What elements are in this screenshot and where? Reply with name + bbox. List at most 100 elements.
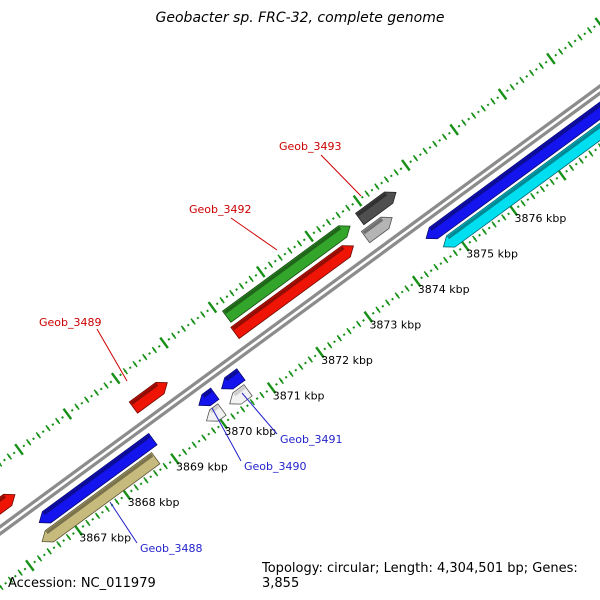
ruler-dot xyxy=(206,309,209,313)
ruler-dot xyxy=(42,553,46,557)
ruler-dot xyxy=(399,167,403,171)
ruler-tick-minor xyxy=(481,228,488,235)
ruler-dot xyxy=(80,401,84,405)
ruler-tick-major xyxy=(266,381,277,394)
ruler-tick-minor xyxy=(288,370,294,377)
ruler-dot xyxy=(129,489,133,493)
ruler-tick-minor xyxy=(25,439,32,446)
ruler-dot xyxy=(207,432,211,436)
ruler-tick-major xyxy=(449,123,460,136)
ruler-dot xyxy=(52,546,56,550)
gene-label: Geob_3489 xyxy=(39,316,102,329)
ruler-tick-minor xyxy=(491,221,497,228)
ruler-dot xyxy=(487,226,491,230)
ruler-tick-minor xyxy=(229,289,235,297)
ruler-tick-minor xyxy=(219,296,225,304)
ruler-dot xyxy=(370,188,374,192)
tick-label: 3876 kbp xyxy=(515,212,567,225)
ruler-tick-minor xyxy=(171,332,177,340)
ruler-tick-major xyxy=(304,230,314,243)
ruler-tick-minor xyxy=(180,325,187,332)
ruler-tick-minor xyxy=(249,398,255,406)
ruler-tick-minor xyxy=(432,140,438,148)
ruler-dot xyxy=(381,304,385,308)
ruler-dot xyxy=(273,259,277,263)
ruler-tick-minor xyxy=(277,254,283,261)
ruler-dot xyxy=(188,446,191,450)
ruler-dot xyxy=(313,354,317,358)
ruler-dot xyxy=(457,124,461,128)
ruler-dot xyxy=(293,245,297,249)
ruler-tick-minor xyxy=(278,377,284,385)
ruler-tick-minor xyxy=(364,190,370,197)
tick-label: 3875 kbp xyxy=(466,248,518,261)
ruler-tick-minor xyxy=(519,76,525,84)
ruler-dot xyxy=(584,155,588,159)
ruler-dot xyxy=(564,46,567,50)
ruler-dot xyxy=(225,295,229,299)
ruler-tick-minor xyxy=(422,147,428,155)
tick-label: 3874 kbp xyxy=(418,283,470,296)
ruler-tick-minor xyxy=(259,391,265,399)
ruler-dot xyxy=(167,337,171,341)
ruler-dot xyxy=(438,138,442,142)
ruler-dot xyxy=(71,532,75,535)
ruler-tick-minor xyxy=(267,261,274,268)
ruler-tick-minor xyxy=(480,105,486,112)
gene-arrow xyxy=(360,216,393,244)
ruler-dot xyxy=(157,345,161,348)
ruler-dot xyxy=(593,25,596,29)
ruler-dot xyxy=(177,330,180,334)
ruler-dot xyxy=(70,408,74,412)
ruler-tick-minor xyxy=(297,363,304,370)
ruler-dot xyxy=(12,451,16,455)
ruler-tick-major xyxy=(352,194,363,207)
ruler-tick-minor xyxy=(578,157,584,164)
ruler-dot xyxy=(159,468,162,472)
ruler-dot xyxy=(476,110,480,114)
ruler-dot xyxy=(574,162,578,166)
ruler-tick-major xyxy=(14,443,24,456)
ruler-tick-minor xyxy=(0,583,4,591)
gene-arrow xyxy=(38,432,158,524)
gene-arrow xyxy=(0,493,16,523)
ruler-tick-minor xyxy=(530,192,536,200)
ruler-dot xyxy=(91,517,95,521)
ruler-dot xyxy=(545,184,549,187)
ruler-dot xyxy=(264,266,268,270)
ruler-dot xyxy=(226,418,230,422)
ruler-tick-minor xyxy=(404,285,410,292)
ruler-tick-minor xyxy=(568,164,575,171)
ruler-tick-major xyxy=(170,453,180,465)
ruler-dot xyxy=(429,269,433,273)
ruler-tick-major xyxy=(62,407,73,420)
ruler-dot xyxy=(468,240,472,244)
gene-arrow-bevel xyxy=(45,453,154,535)
gene-label-line xyxy=(320,154,362,197)
ruler-tick-minor xyxy=(433,263,439,271)
ruler-tick-minor xyxy=(412,154,419,162)
ruler-tick-minor xyxy=(162,462,168,470)
ruler-dot xyxy=(23,567,27,571)
tick-label: 3870 kbp xyxy=(224,425,276,438)
ruler-tick-major xyxy=(497,88,508,101)
ruler-tick-major xyxy=(401,159,411,172)
tick-label: 3873 kbp xyxy=(369,319,421,332)
ruler-dot xyxy=(497,219,501,223)
ruler-tick-minor xyxy=(248,275,254,283)
ruler-tick-minor xyxy=(472,235,478,242)
ruler-tick-minor xyxy=(355,320,362,328)
ruler-dot xyxy=(99,387,103,391)
ruler-dot xyxy=(389,174,393,178)
ruler-dot xyxy=(555,176,559,180)
ruler-tick-minor xyxy=(94,512,101,520)
gene-arrow xyxy=(425,99,600,240)
tick-label: 3869 kbp xyxy=(176,461,228,474)
ruler-tick-minor xyxy=(307,356,313,363)
ruler-dot xyxy=(284,375,288,379)
ruler-tick-minor xyxy=(383,176,390,183)
ruler-tick-minor xyxy=(151,346,158,354)
gene-arrow xyxy=(41,451,161,543)
gene-arrow xyxy=(221,368,246,390)
